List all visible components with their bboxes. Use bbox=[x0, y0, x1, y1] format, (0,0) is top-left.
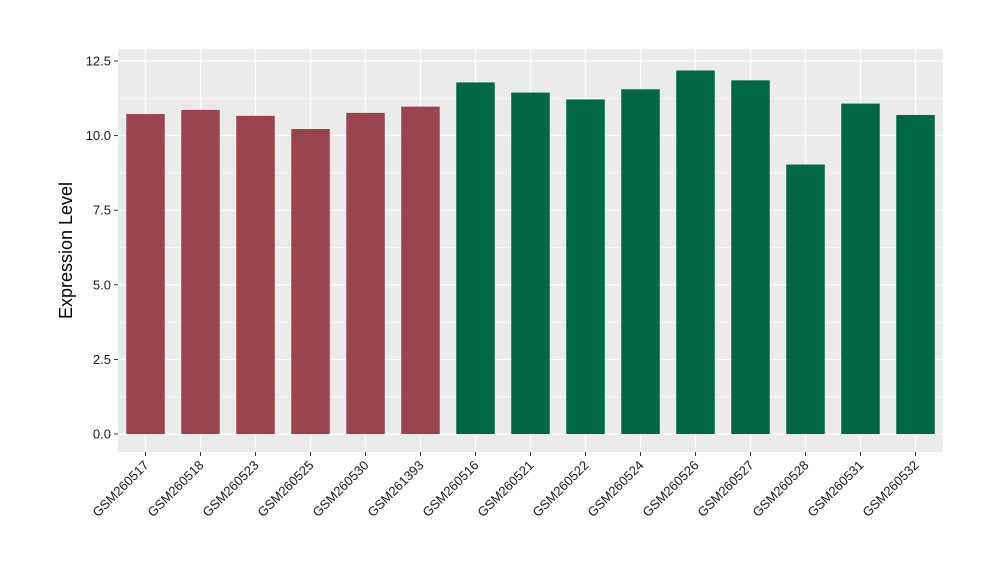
x-tick-label: GSM260521 bbox=[474, 458, 536, 520]
bar-gsm260530 bbox=[346, 112, 385, 435]
bar-gsm260532 bbox=[896, 114, 935, 435]
bar-gsm260525 bbox=[291, 129, 330, 435]
x-tick-label: GSM260523 bbox=[199, 458, 261, 520]
bar-gsm260531 bbox=[841, 103, 880, 435]
bar-gsm260528 bbox=[786, 164, 825, 435]
x-tick-label: GSM260526 bbox=[639, 458, 701, 520]
bar-gsm260516 bbox=[456, 82, 495, 435]
x-tick-label: GSM260518 bbox=[144, 458, 206, 520]
x-tick-label: GSM260522 bbox=[529, 458, 591, 520]
bars bbox=[126, 70, 935, 435]
x-tick-label: GSM260531 bbox=[804, 458, 866, 520]
x-tick-label: GSM260532 bbox=[859, 458, 921, 520]
bar-gsm260521 bbox=[511, 92, 550, 435]
y-tick-label: 7.5 bbox=[93, 203, 111, 218]
x-axis: GSM260517GSM260518GSM260523GSM260525GSM2… bbox=[89, 452, 922, 520]
bar-gsm260524 bbox=[621, 89, 660, 435]
bar-gsm260527 bbox=[731, 80, 770, 435]
x-tick-label: GSM260525 bbox=[254, 458, 316, 520]
y-tick-label: 5.0 bbox=[93, 277, 111, 292]
y-tick-label: 2.5 bbox=[93, 352, 111, 367]
x-tick-label: GSM260517 bbox=[89, 458, 151, 520]
bar-gsm260522 bbox=[566, 99, 605, 435]
x-tick-label: GSM260516 bbox=[419, 458, 481, 520]
bar-gsm260517 bbox=[126, 114, 165, 435]
bar-gsm260526 bbox=[676, 70, 715, 435]
bar-gsm260523 bbox=[236, 115, 275, 435]
x-tick-label: GSM260528 bbox=[749, 458, 811, 520]
y-tick-label: 0.0 bbox=[93, 427, 111, 442]
bar-gsm260518 bbox=[181, 109, 220, 435]
x-tick-label: GSM261393 bbox=[364, 458, 426, 520]
y-tick-label: 12.5 bbox=[86, 53, 111, 68]
x-tick-label: GSM260527 bbox=[694, 458, 756, 520]
x-tick-label: GSM260524 bbox=[584, 458, 646, 520]
y-axis: 0.0 2.5 5.0 7.5 10.0 12.5 bbox=[86, 53, 118, 442]
y-axis-title: Expression Level bbox=[56, 182, 76, 319]
bar-gsm261393 bbox=[401, 106, 440, 435]
x-tick-label: GSM260530 bbox=[309, 458, 371, 520]
y-tick-label: 10.0 bbox=[86, 128, 111, 143]
